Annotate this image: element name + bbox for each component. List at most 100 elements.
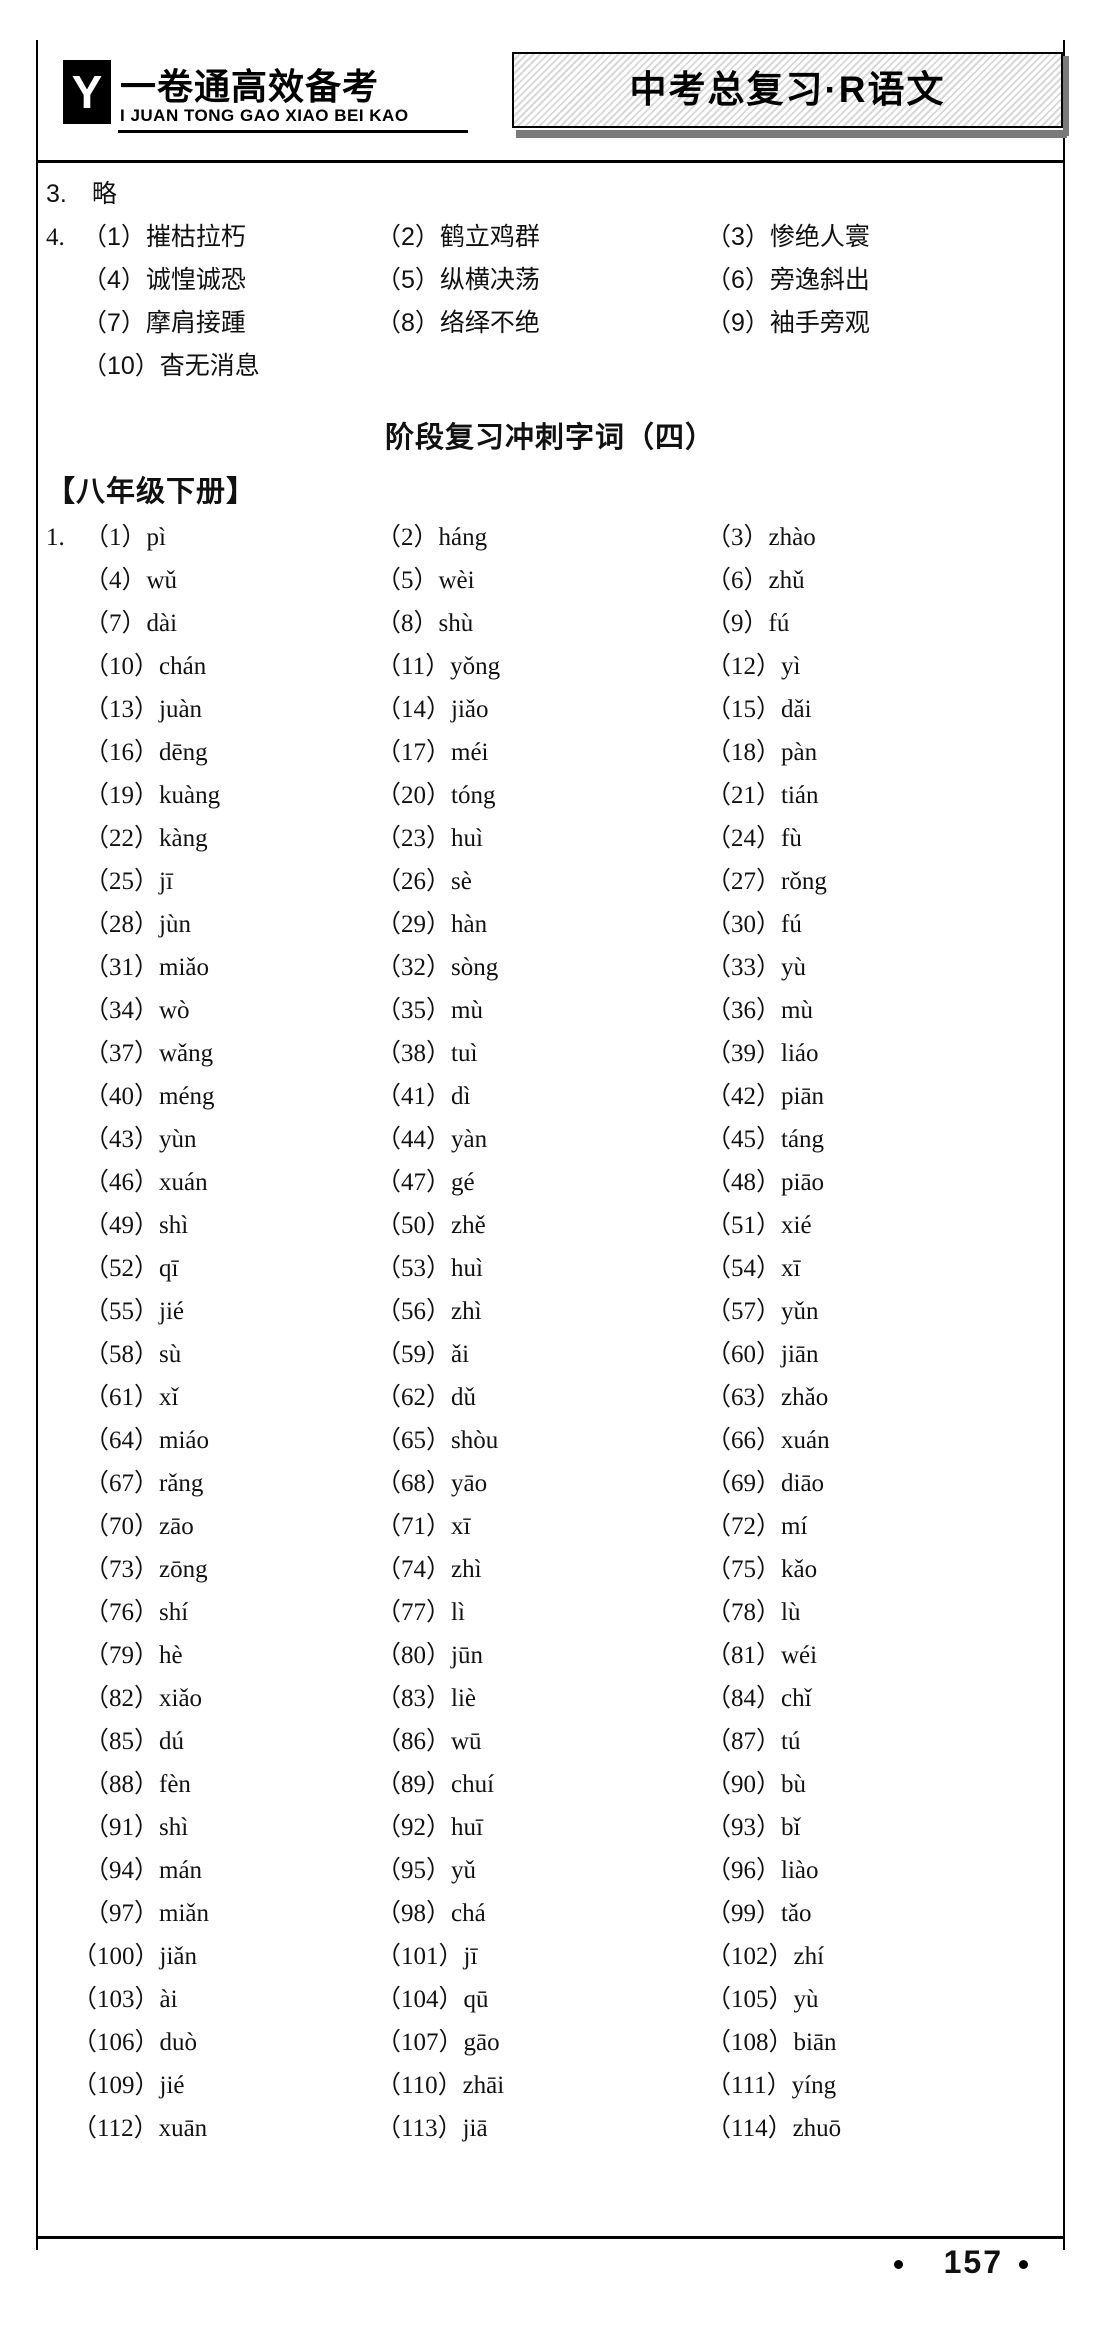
pinyin-row: （13）juàn （14）jiǎo （15）dǎi <box>46 688 1054 731</box>
brand-underline <box>118 130 468 133</box>
pinyin-row: （19）kuàng （20）tóng （21）tián <box>46 774 1054 817</box>
pinyin-cell: （63）zhǎo <box>706 1384 829 1411</box>
pinyin-cell: （10）chán <box>84 653 207 680</box>
pinyin-cell: （65）shòu <box>376 1427 499 1454</box>
pinyin-cell: （76）shí <box>84 1599 189 1626</box>
pinyin-cell: （105）yù <box>706 1986 819 2013</box>
pinyin-row: （28）jùn （29）hàn （30）fú <box>46 903 1054 946</box>
pinyin-cell: （93）bǐ <box>706 1814 801 1841</box>
title-plate-shadow-bottom <box>516 130 1067 138</box>
pinyin-row: （7）dài （8）shù （9）fú <box>46 602 1054 645</box>
pinyin-cell: （3）zhào <box>706 524 816 551</box>
pinyin-cell: （98）chá <box>376 1900 486 1927</box>
pinyin-row: （10）chán （11）yǒng （12）yì <box>46 645 1054 688</box>
pinyin-row: （91）shì （92）huī （93）bǐ <box>46 1806 1054 1849</box>
page-number: 157 <box>943 2244 1003 2280</box>
pinyin-cell: （88）fèn <box>84 1771 191 1798</box>
pinyin-cell: （102）zhí <box>706 1943 825 1970</box>
pinyin-cell: （48）piāo <box>706 1169 825 1196</box>
header-divider <box>38 160 1063 163</box>
pinyin-cell: （104）qū <box>376 1986 489 2013</box>
pinyin-cell: （6）zhǔ <box>706 567 805 594</box>
pinyin-cell: （112）xuān <box>72 2115 208 2142</box>
pinyin-cell: （87）tú <box>706 1728 801 1755</box>
pinyin-row: （40）méng （41）dì （42）piān <box>46 1075 1054 1118</box>
pinyin-cell: （43）yùn <box>84 1126 197 1153</box>
pinyin-cell: （25）jī <box>84 868 173 895</box>
pinyin-row: （64）miáo （65）shòu （66）xuán <box>46 1419 1054 1462</box>
pinyin-row: （100）jiǎn （101）jī （102）zhí <box>46 1935 1054 1978</box>
pinyin-row: （49）shì （50）zhě （51）xié <box>46 1204 1054 1247</box>
pinyin-cell: （78）lù <box>706 1599 801 1626</box>
pinyin-cell: （26）sè <box>376 868 472 895</box>
pinyin-cell: （81）wéi <box>706 1642 818 1669</box>
pinyin-cell: （24）fù <box>706 825 802 852</box>
pinyin-cell: （86）wū <box>376 1728 482 1755</box>
pinyin-cell: （35）mù <box>376 997 483 1024</box>
pinyin-cell: （32）sòng <box>376 954 499 981</box>
pinyin-cell: （22）kàng <box>84 825 208 852</box>
answer-item-3: 3. 略 <box>46 180 117 208</box>
pinyin-cell: （103）ài <box>72 1986 178 2013</box>
answer-cell: （3）惨绝人寰 <box>706 223 870 251</box>
pinyin-cell: （27）rǒng <box>706 868 827 895</box>
pinyin-cell: （113）jiā <box>376 2115 488 2142</box>
pinyin-row: （34）wò （35）mù （36）mù <box>46 989 1054 1032</box>
grade-subtitle: 【八年级下册】 <box>46 476 257 508</box>
pinyin-cell: （13）juàn <box>84 696 203 723</box>
answer-cell: （2）鹤立鸡群 <box>376 223 540 251</box>
pinyin-cell: （70）zāo <box>84 1513 194 1540</box>
pinyin-cell: （36）mù <box>706 997 813 1024</box>
answer-row: （4）诚惶诚恐 （5）纵横决荡 （6）旁逸斜出 <box>46 259 1054 302</box>
pinyin-cell: （80）jūn <box>376 1642 483 1669</box>
pinyin-cell: （73）zōng <box>84 1556 208 1583</box>
pinyin-cell: （20）tóng <box>376 782 496 809</box>
pinyin-cell: （31）miǎo <box>84 954 209 981</box>
brand-title-en: I JUAN TONG GAO XIAO BEI KAO <box>120 106 409 125</box>
pinyin-row: （55）jié （56）zhì （57）yǔn <box>46 1290 1054 1333</box>
pinyin-cell: （60）jiān <box>706 1341 819 1368</box>
pinyin-row: （85）dú （86）wū （87）tú <box>46 1720 1054 1763</box>
pinyin-row: （88）fèn （89）chuí （90）bù <box>46 1763 1054 1806</box>
pinyin-cell: （74）zhì <box>376 1556 482 1583</box>
pinyin-cell: （94）mán <box>84 1857 203 1884</box>
pinyin-cell: （108）biān <box>706 2029 837 2056</box>
pinyin-cell: （8）shù <box>376 610 474 637</box>
pinyin-cell: （1）pì <box>84 524 166 551</box>
pinyin-cell: （69）diāo <box>706 1470 825 1497</box>
pinyin-cell: （106）duò <box>72 2029 198 2056</box>
pinyin-cell: （15）dǎi <box>706 696 812 723</box>
pinyin-cell: （41）dì <box>376 1083 471 1110</box>
pinyin-cell: （21）tián <box>706 782 819 809</box>
pinyin-cell: （16）dēng <box>84 739 208 766</box>
pinyin-row: （46）xuán （47）gé （48）piāo <box>46 1161 1054 1204</box>
page-header: Y 一卷通高效备考 I JUAN TONG GAO XIAO BEI KAO 中… <box>38 46 1069 156</box>
pinyin-cell: （2）háng <box>376 524 488 551</box>
pinyin-cell: （67）rǎng <box>84 1470 204 1497</box>
pinyin-cell: （96）liào <box>706 1857 819 1884</box>
pinyin-cell: （101）jī <box>376 1943 478 1970</box>
pinyin-cell: （14）jiǎo <box>376 696 489 723</box>
pinyin-cell: （71）xī <box>376 1513 471 1540</box>
pinyin-cell: （72）mí <box>706 1513 808 1540</box>
pinyin-row: （73）zōng （74）zhì （75）kǎo <box>46 1548 1054 1591</box>
pinyin-cell: （77）lì <box>376 1599 465 1626</box>
pinyin-cell: （33）yù <box>706 954 807 981</box>
pinyin-row: （25）jī （26）sè （27）rǒng <box>46 860 1054 903</box>
pinyin-cell: （7）dài <box>84 610 178 637</box>
pinyin-cell: （89）chuí <box>376 1771 495 1798</box>
pinyin-cell: （44）yàn <box>376 1126 488 1153</box>
answer-cell: （5）纵横决荡 <box>376 266 540 294</box>
pinyin-cell: （55）jié <box>84 1298 184 1325</box>
answer-row: （10）杳无消息 <box>46 345 1054 388</box>
pinyin-cell: （42）piān <box>706 1083 825 1110</box>
pinyin-cell: （39）liáo <box>706 1040 819 1067</box>
pinyin-cell: （34）wò <box>84 997 190 1024</box>
answer-cell: （8）络绎不绝 <box>376 309 540 337</box>
pinyin-row: （31）miǎo （32）sòng （33）yù <box>46 946 1054 989</box>
pinyin-cell: （100）jiǎn <box>72 1943 197 1970</box>
pinyin-cell: （11）yǒng <box>376 653 501 680</box>
pinyin-cell: （23）huì <box>376 825 483 852</box>
pinyin-cell: （52）qī <box>84 1255 179 1282</box>
pinyin-row: （52）qī （53）huì （54）xī <box>46 1247 1054 1290</box>
